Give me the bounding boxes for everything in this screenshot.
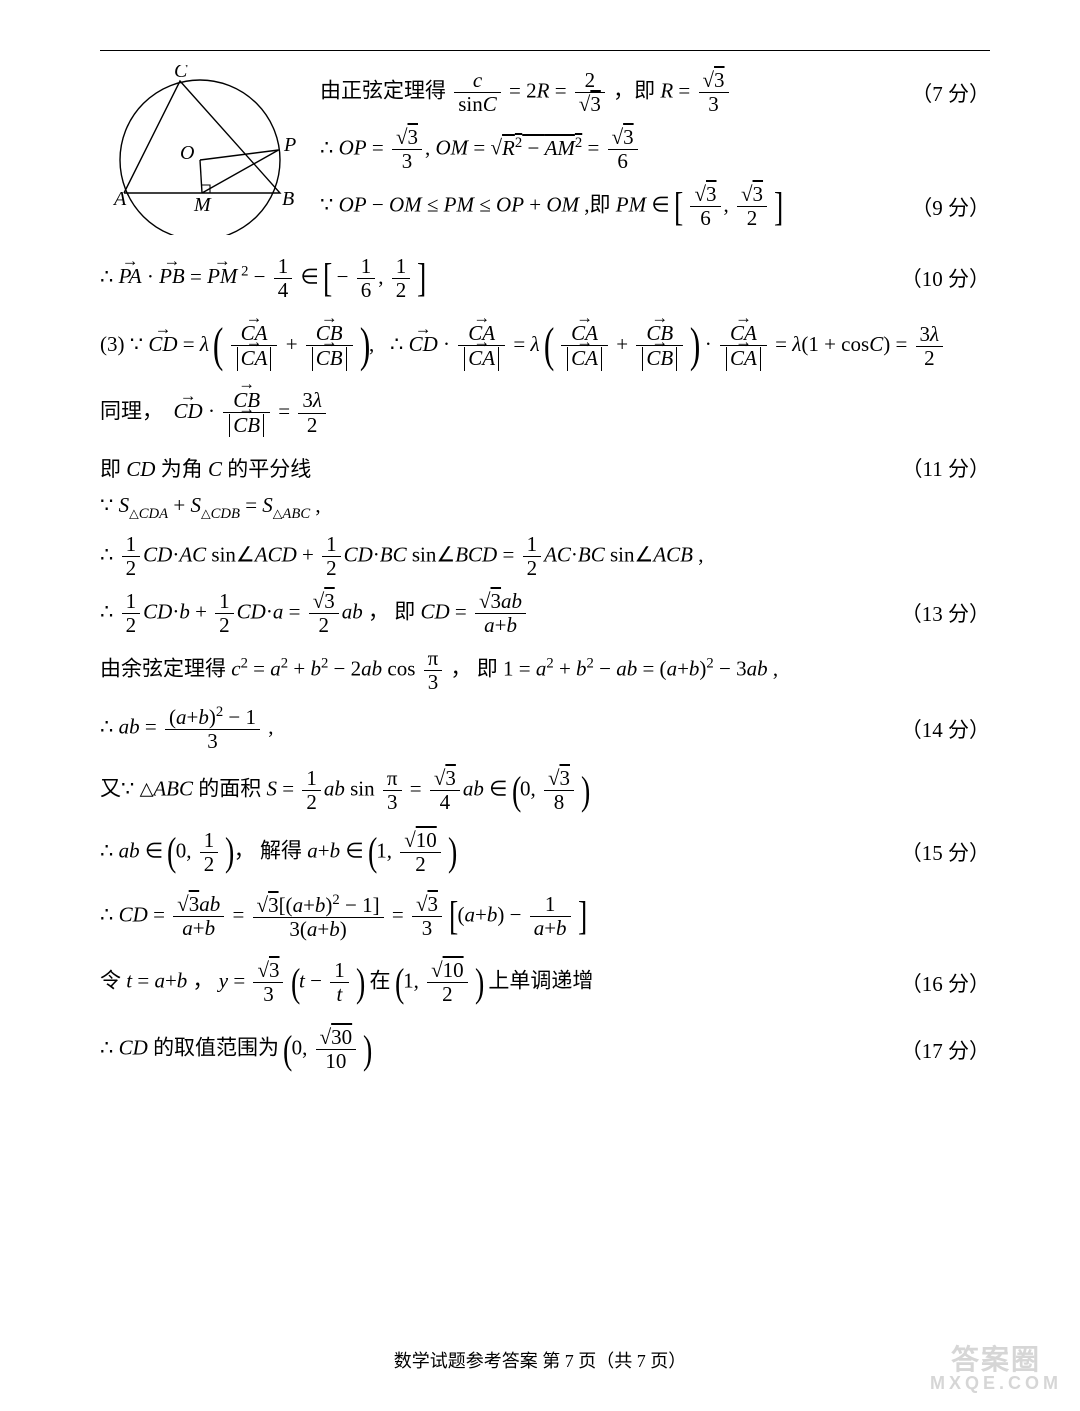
label-B: B	[282, 188, 294, 210]
math-line-14: ∴ ab ∈ (0, 12 )， 解得 a+b ∈ (1, √102 ) （15…	[100, 829, 990, 876]
page-root: A B C M O P 由正弦定理得 csinC = 2R = 2√3 ，即 R…	[0, 0, 1080, 1411]
score-15: （15 分）	[901, 837, 990, 867]
label-M: M	[193, 194, 212, 216]
geometry-diagram: A B C M O P	[100, 59, 300, 240]
score-14: （14 分）	[901, 714, 990, 744]
math-line-2: ∴ OP = √33, OM = √R2 − AM2 = √36	[320, 126, 990, 173]
score-7: （7 分）	[911, 78, 990, 108]
score-16: （16 分）	[901, 968, 990, 998]
math-line-6: 同理， CD · CBCB = 3λ2	[100, 389, 990, 438]
score-13: （13 分）	[901, 598, 990, 628]
diagram-and-intro: A B C M O P 由正弦定理得 csinC = 2R = 2√3 ，即 R…	[100, 59, 990, 241]
label-A: A	[112, 188, 127, 210]
diagram-svg: A B C M O P	[100, 65, 300, 235]
math-line-11: 由余弦定理得 c2 = a2 + b2 − 2ab cos π3 ， 即 1 =…	[100, 647, 990, 694]
math-line-12: ∴ ab = (a+b)2 − 13 , （14 分）	[100, 704, 990, 753]
math-line-5: (3) ∵ CD = λ ( CACA + CBCB ), ∴ CD · CAC…	[100, 322, 990, 371]
intro-text-col: 由正弦定理得 csinC = 2R = 2√3 ，即 R = √33 （7 分）…	[300, 59, 990, 241]
label-P: P	[283, 134, 296, 156]
math-line-7: 即 CD 为角 C 的平分线 （11 分）	[100, 453, 990, 483]
label-C: C	[174, 65, 188, 82]
math-line-4: ∴ PA · PB = PM 2 − 14 ∈ [ − 16, 12 ] （10…	[100, 255, 990, 302]
watermark-top: 答案圈	[930, 1345, 1062, 1374]
math-line-3: ∵ OP − OM ≤ PM ≤ OP + OM ,即 PM ∈ [ √36, …	[320, 183, 990, 230]
math-line-10: ∴ 12CD·b + 12CD·a = √32ab ， 即 CD = √3aba…	[100, 590, 990, 637]
math-line-9: ∴ 12CD·AC sin∠ACD + 12CD·BC sin∠BCD = 12…	[100, 533, 990, 580]
score-17: （17 分）	[901, 1035, 990, 1065]
page-footer: 数学试题参考答案 第 7 页（共 7 页）	[0, 1347, 1080, 1373]
math-line-17: ∴ CD 的取值范围为 (0, √3010 ) （17 分）	[100, 1026, 990, 1073]
math-line-8: ∵ S△CDA + S△CDB = S△ABC ,	[100, 493, 990, 522]
math-line-1: 由正弦定理得 csinC = 2R = 2√3 ，即 R = √33 （7 分）	[320, 69, 990, 116]
top-rule	[100, 50, 990, 51]
math-line-16: 令 t = a+b ， y = √33 (t − 1t ) 在 (1, √102…	[100, 959, 990, 1006]
score-11: （11 分）	[902, 453, 990, 483]
math-line-13: 又∵ △ABC 的面积 S = 12ab sin π3 = √34ab ∈ (0…	[100, 767, 990, 814]
label-O: O	[180, 142, 194, 164]
watermark: 答案圈 MXQE.COM	[930, 1345, 1062, 1393]
watermark-bottom: MXQE.COM	[930, 1374, 1062, 1393]
math-line-15: ∴ CD = √3aba+b = √3[(a+b)2 − 1]3(a+b) = …	[100, 892, 990, 941]
score-9: （9 分）	[911, 192, 990, 222]
score-10: （10 分）	[901, 263, 990, 293]
